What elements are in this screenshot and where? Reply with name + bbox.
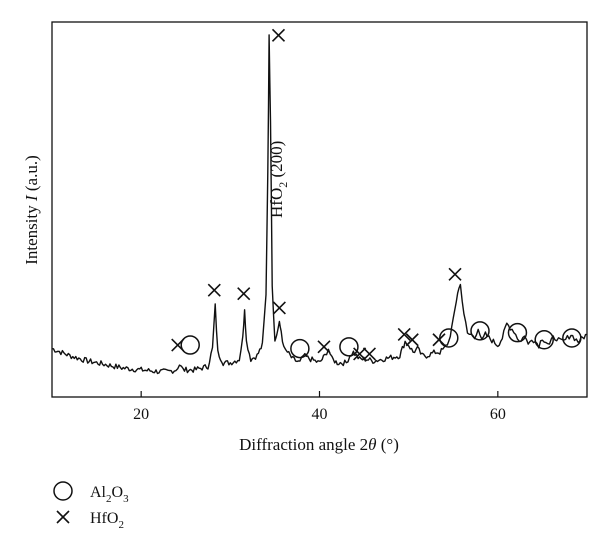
hfo2-cross-marker [271,28,286,42]
svg-text:HfO2 (200): HfO2 (200) [267,141,290,218]
al2o3-circle-marker [470,321,490,341]
hfo2-cross-marker [448,267,462,281]
svg-text:Intensity I (a.u.): Intensity I (a.u.) [22,155,41,265]
series-layer [51,34,588,375]
x-axis-label: Diffraction angle 2θ (°) [239,435,399,454]
al2o3-circle-marker [507,322,528,343]
al2o3-circle-marker [180,335,200,355]
hfo2-cross-marker [353,347,367,361]
y-axis-label-part1: Intensity [22,201,41,265]
al2o3-circle-marker [534,330,554,350]
hfo2-cross-marker [171,338,185,352]
x-tick-label: 40 [312,406,328,423]
y-axis-label: Intensity I (a.u.) [22,155,41,265]
peak-label-tail: (200) [267,141,286,182]
x-ticks: 20 40 60 [133,391,506,423]
x-tick-label: 60 [490,406,506,423]
hfo2-cross-marker [362,347,376,361]
hfo2-cross-marker [432,333,446,347]
peak-label-main: HfO [267,188,286,218]
legend-label-hfo2: HfO2 [90,510,124,531]
y-axis-label-italic: I [22,194,41,202]
peak-label-sub: 2 [276,182,290,188]
hfo2-cross-marker [397,327,411,342]
x-tick-label: 20 [133,406,149,423]
xrd-series-line [51,34,588,375]
plot-frame [51,21,588,398]
legend-label-al2o3: Al2O3 [90,484,129,505]
y-axis-label-part3: (a.u.) [22,155,41,195]
al2o3-circle-marker [290,338,310,359]
x-axis-label-part3: (°) [377,435,399,454]
x-axis-label-theta: θ [368,435,376,454]
x-axis-label-part1: Diffraction angle 2 [239,435,368,454]
markers-layer [171,28,582,361]
hfo2-cross-marker [272,301,286,315]
peak-annotation: HfO2 (200) [267,141,290,218]
al2o3-circle-marker [339,337,359,357]
legend-cross-marker [56,510,70,524]
hfo2-cross-marker [237,287,251,301]
legend: Al2O3 HfO2 [53,481,129,531]
al2o3-circle-marker [562,328,582,348]
hfo2-cross-marker [207,283,221,297]
hfo2-cross-marker [317,340,331,354]
legend-circle-marker [53,481,73,501]
hfo2-cross-marker [405,333,419,347]
